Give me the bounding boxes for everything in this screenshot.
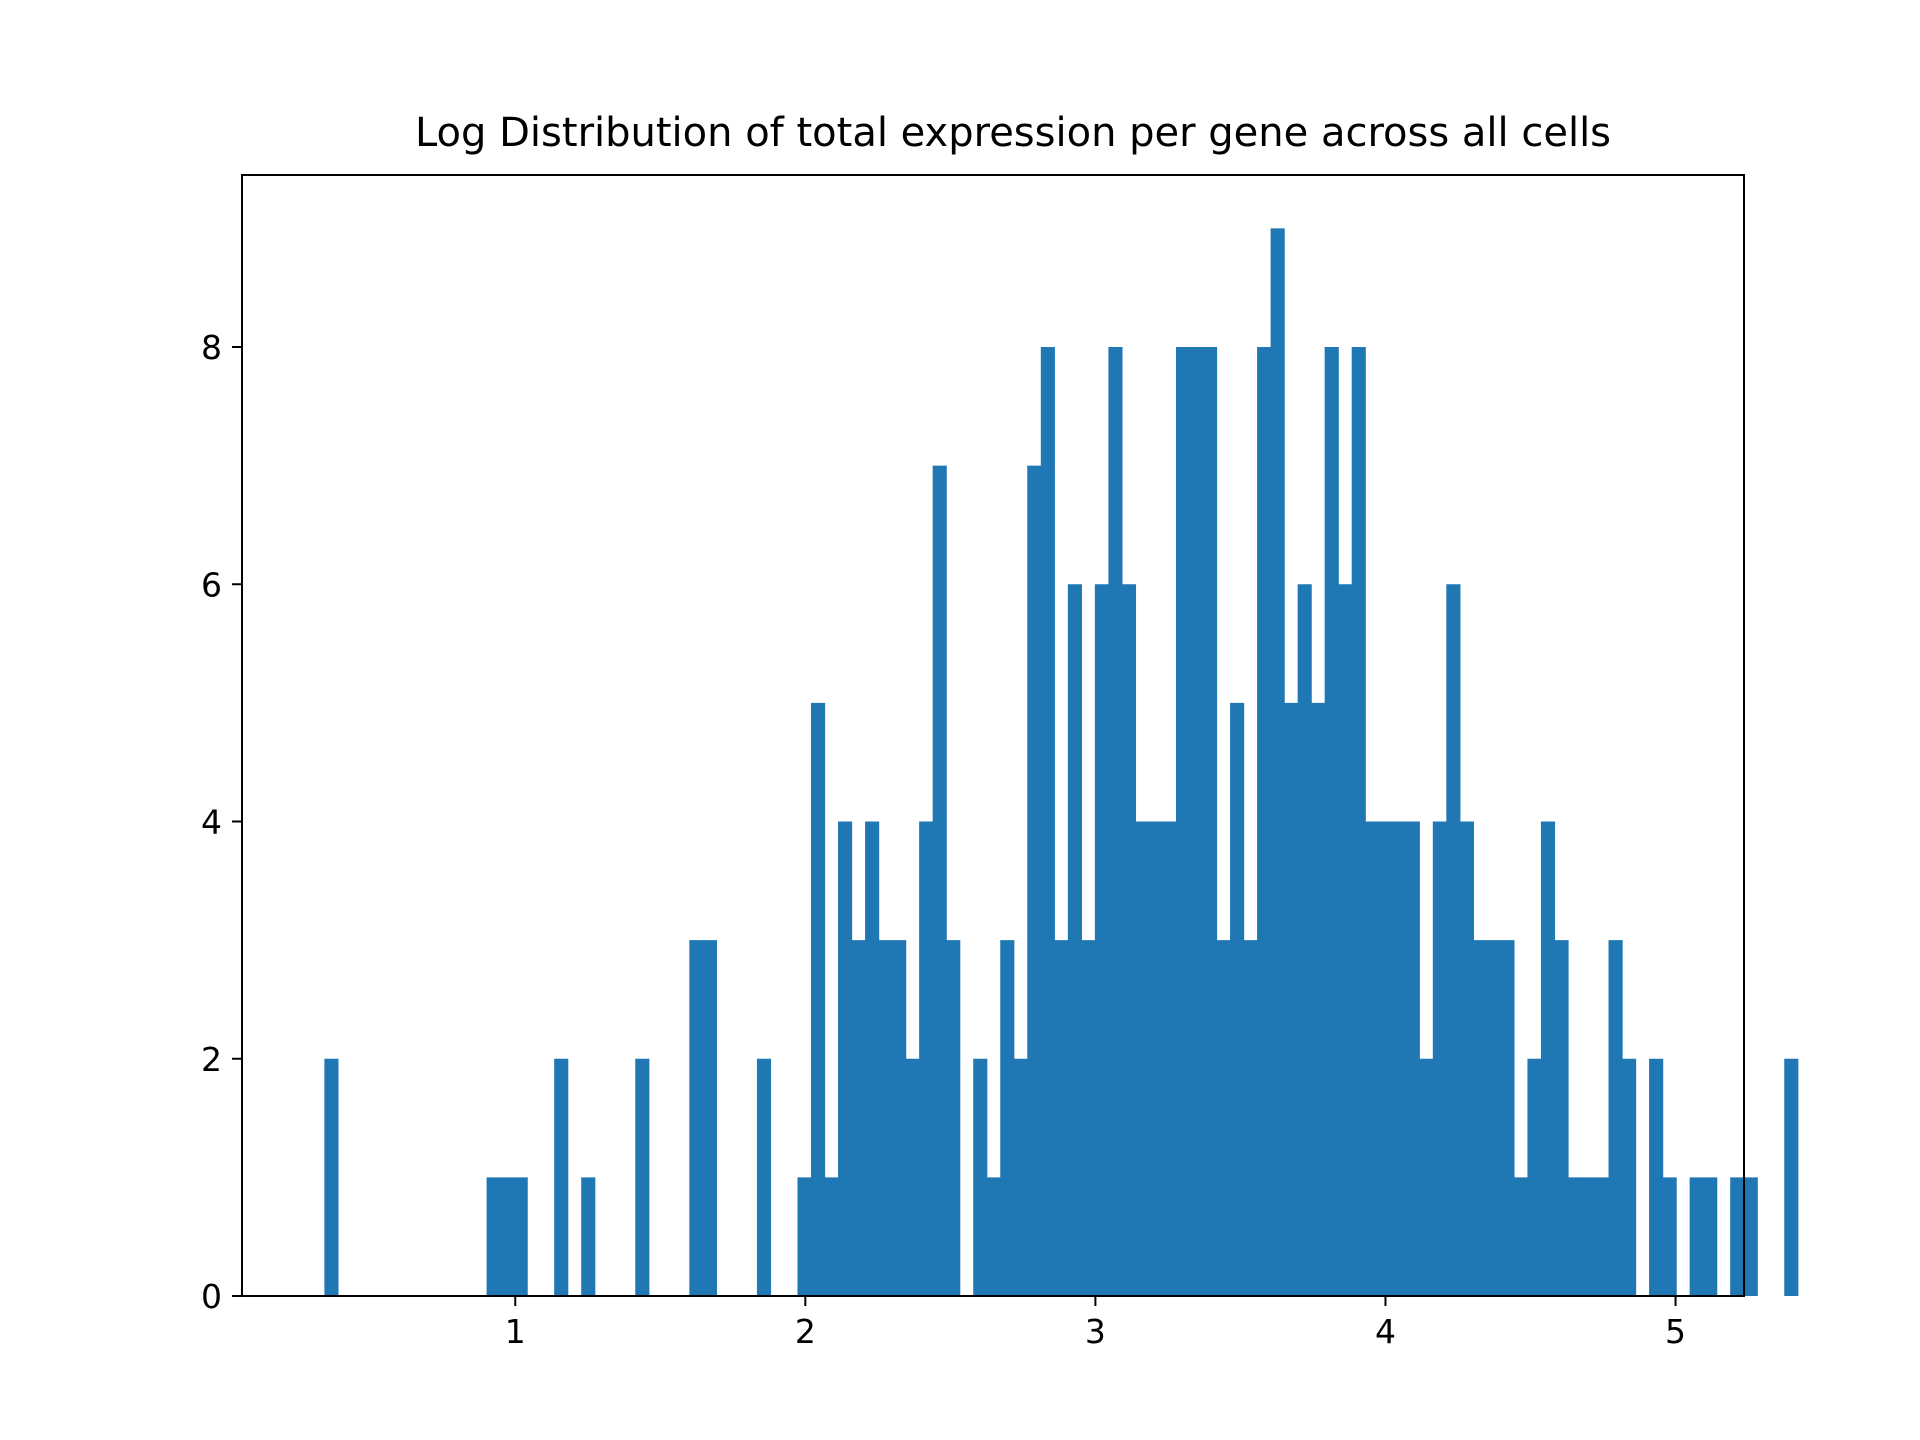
histogram-bar xyxy=(1311,703,1325,1296)
histogram-bar xyxy=(1108,347,1122,1296)
histogram-bar xyxy=(1690,1177,1704,1296)
histogram-bar xyxy=(1122,584,1136,1296)
histogram-bar xyxy=(1541,822,1555,1297)
histogram-bar xyxy=(703,940,717,1296)
histogram-bar xyxy=(825,1177,839,1296)
histogram-bar xyxy=(987,1177,1001,1296)
histogram-bar xyxy=(1527,1059,1541,1296)
histogram-bar xyxy=(1446,584,1460,1296)
histogram-bar xyxy=(1568,1177,1582,1296)
x-tick-label: 3 xyxy=(1085,1312,1106,1351)
histogram-bar xyxy=(1554,940,1568,1296)
y-tick-label: 8 xyxy=(201,328,222,367)
histogram-bar xyxy=(1365,822,1379,1297)
histogram-bar xyxy=(919,822,933,1297)
y-tick-label: 2 xyxy=(201,1040,222,1079)
histogram-bar xyxy=(1095,584,1109,1296)
histogram-bar xyxy=(1433,822,1447,1297)
histogram-bar xyxy=(487,1177,501,1296)
y-tick-label: 6 xyxy=(201,565,222,604)
histogram-bar xyxy=(1135,822,1149,1297)
histogram-bar xyxy=(1284,703,1298,1296)
histogram-bar xyxy=(1514,1177,1528,1296)
x-tick-label: 4 xyxy=(1375,1312,1396,1351)
histogram-bar xyxy=(1744,1177,1758,1296)
histogram-bar xyxy=(500,1177,514,1296)
histogram-bar xyxy=(1257,347,1271,1296)
histogram-bar xyxy=(1068,584,1082,1296)
histogram-bar xyxy=(1230,703,1244,1296)
histogram-bar xyxy=(1595,1177,1609,1296)
x-tick-label: 1 xyxy=(505,1312,526,1351)
histogram-bar xyxy=(879,940,893,1296)
histogram-bar xyxy=(838,822,852,1297)
histogram-bar xyxy=(1271,228,1285,1296)
histogram-bar xyxy=(1460,822,1474,1297)
histogram-bar xyxy=(1487,940,1501,1296)
histogram-bar xyxy=(689,940,703,1296)
histogram-bar xyxy=(865,822,879,1297)
histogram-bar xyxy=(635,1059,649,1296)
x-tick-label: 2 xyxy=(795,1312,816,1351)
histogram-bar xyxy=(1663,1177,1677,1296)
histogram-bar xyxy=(1190,347,1204,1296)
histogram-bar xyxy=(1162,822,1176,1297)
y-tick-label: 4 xyxy=(201,803,222,842)
histogram-bar xyxy=(1081,940,1095,1296)
histogram-bar xyxy=(1217,940,1231,1296)
histogram-bar xyxy=(1000,940,1014,1296)
chart-title: Log Distribution of total expression per… xyxy=(415,110,1611,156)
x-tick-label: 5 xyxy=(1665,1312,1686,1351)
histogram-bar xyxy=(1325,347,1339,1296)
histogram-bar xyxy=(933,466,947,1296)
histogram-bar xyxy=(892,940,906,1296)
histogram-bar xyxy=(1609,940,1623,1296)
histogram-bar xyxy=(1500,940,1514,1296)
histogram-bar xyxy=(514,1177,528,1296)
histogram-bar xyxy=(1054,940,1068,1296)
histogram-bar xyxy=(554,1059,568,1296)
histogram-bar xyxy=(581,1177,595,1296)
histogram-bar xyxy=(1419,1059,1433,1296)
histogram-bar xyxy=(757,1059,771,1296)
histogram-bar xyxy=(797,1177,811,1296)
histogram-bar xyxy=(1203,347,1217,1296)
histogram-bar xyxy=(1176,347,1190,1296)
histogram-bar xyxy=(1406,822,1420,1297)
histogram-bar xyxy=(1027,466,1041,1296)
histogram-bar xyxy=(1703,1177,1717,1296)
histogram-bar xyxy=(1392,822,1406,1297)
histogram-bar xyxy=(973,1059,987,1296)
histogram-bar xyxy=(1338,584,1352,1296)
histogram-bar xyxy=(1014,1059,1028,1296)
histogram-bar xyxy=(1622,1059,1636,1296)
histogram-bar xyxy=(1730,1177,1744,1296)
histogram-bar xyxy=(811,703,825,1296)
histogram-bar xyxy=(324,1059,338,1296)
histogram-bar xyxy=(1649,1059,1663,1296)
histogram-bar xyxy=(1244,940,1258,1296)
histogram-bar xyxy=(1784,1059,1798,1296)
histogram-bar xyxy=(1352,347,1366,1296)
histogram-bar xyxy=(946,940,960,1296)
histogram-bar xyxy=(1582,1177,1596,1296)
histogram-bar xyxy=(1379,822,1393,1297)
histogram-bar xyxy=(1473,940,1487,1296)
histogram-bar xyxy=(1041,347,1055,1296)
histogram-bar xyxy=(852,940,866,1296)
histogram-bar xyxy=(1149,822,1163,1297)
y-tick-label: 0 xyxy=(201,1277,222,1316)
histogram-bar xyxy=(1298,584,1312,1296)
histogram-bar xyxy=(906,1059,920,1296)
